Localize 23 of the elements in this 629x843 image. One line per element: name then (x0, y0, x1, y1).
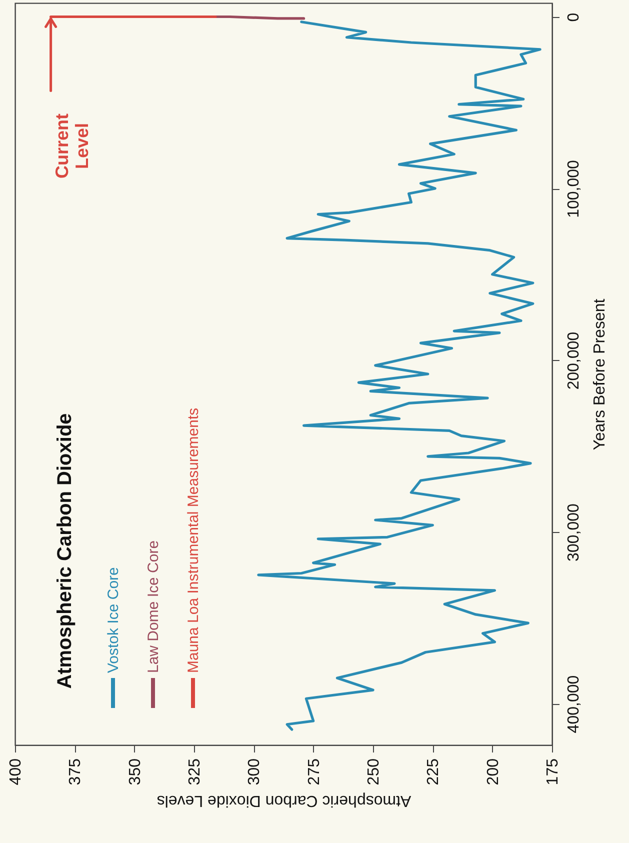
y-tick-label: 300,000 (566, 504, 582, 562)
text: Atmospheric Carbon Dioxide (54, 413, 76, 689)
text: Law Dome Ice Core (145, 540, 162, 673)
x-tick-label: 275 (306, 758, 323, 786)
x-axis-title: Atmospheric Carbon Dioxide Levels (156, 792, 412, 810)
x-tick-label: 300 (246, 758, 264, 786)
y-tick-label: 400,000 (566, 675, 582, 734)
y-axis-title: Years Before Present (592, 298, 608, 450)
y-tick-label: 100,000 (566, 160, 582, 218)
x-tick-label: 400 (8, 758, 24, 786)
x-tick-label: 350 (126, 758, 144, 786)
annotation: Current Level (52, 113, 92, 179)
y-tick-label: 200,000 (566, 332, 582, 390)
x-tick-label: 325 (186, 758, 204, 786)
x-tick-label: 175 (544, 758, 562, 786)
line-series (257, 20, 542, 731)
x-tick-label: 225 (425, 758, 442, 786)
x-tick-label: 250 (366, 758, 382, 786)
text: Mauna Loa Instrumental Measurements (185, 408, 202, 673)
x-tick-label: 375 (67, 758, 84, 786)
x-tick-label: 200 (484, 758, 502, 786)
y-tick-label: 0 (566, 12, 582, 22)
text: Vostok Ice Core (105, 567, 122, 673)
